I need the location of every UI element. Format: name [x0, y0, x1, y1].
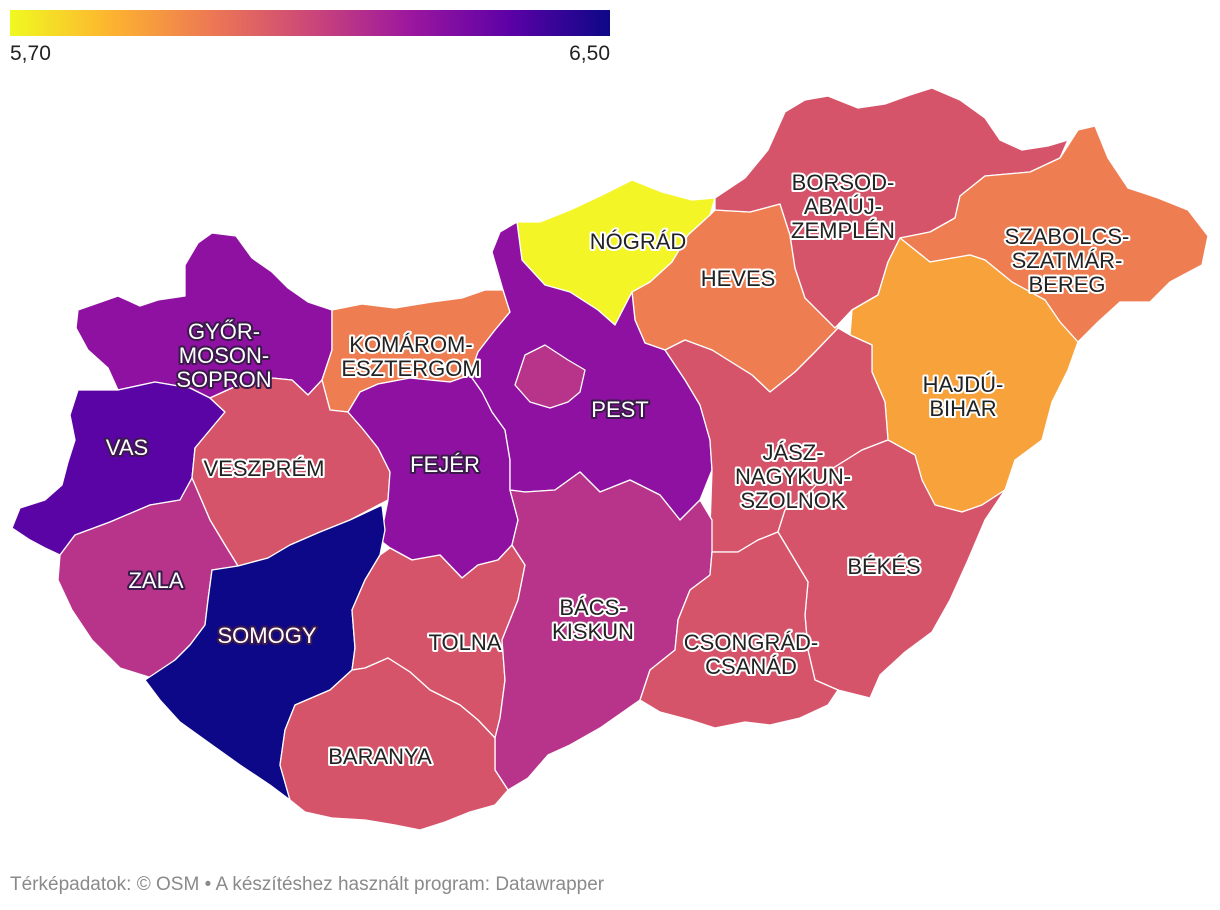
county-label-tolna: TOLNA	[429, 630, 502, 655]
county-label-borsod-abauj-zemplen: BORSOD-ABAÚJ-ZEMPLÉN	[791, 170, 895, 243]
county-label-line: NÓGRÁD	[590, 229, 687, 254]
county-label-gyor-moson-sopron: GYŐR-MOSON-SOPRON	[176, 319, 271, 392]
county-label-bekes: BÉKÉS	[847, 554, 920, 579]
county-label-line: SZABOLCS-	[1005, 224, 1130, 249]
county-label-line: CSANÁD	[705, 654, 797, 679]
county-label-line: KOMÁROM-	[349, 332, 472, 357]
county-label-baranya: BARANYA	[328, 744, 432, 769]
county-label-pest: PEST	[591, 397, 648, 422]
county-label-line: HAJDÚ-	[923, 372, 1004, 397]
county-label-komarom-esztergom: KOMÁROM-ESZTERGOM	[341, 332, 480, 381]
county-label-line: SZOLNOK	[740, 488, 845, 513]
attribution-footer: Térképadatok: © OSM • A készítéshez hasz…	[10, 874, 605, 895]
county-label-somogy: SOMOGY	[217, 623, 316, 648]
county-label-line: SOPRON	[176, 367, 271, 392]
county-label-line: ZALA	[128, 568, 183, 593]
county-budapest[interactable]	[514, 344, 586, 409]
county-label-line: HEVES	[701, 266, 776, 291]
county-label-line: VESZPRÉM	[203, 456, 324, 481]
county-label-line: NAGYKUN-	[735, 464, 851, 489]
county-label-line: PEST	[591, 397, 648, 422]
county-label-line: FEJÉR	[410, 452, 480, 477]
county-label-heves: HEVES	[701, 266, 776, 291]
county-veszprem[interactable]	[191, 377, 391, 567]
county-label-szabolcs-szatmar-bereg: SZABOLCS-SZATMÁR-BEREG	[1005, 224, 1130, 297]
county-label-line: BORSOD-	[792, 170, 895, 195]
county-label-line: ZEMPLÉN	[791, 218, 895, 243]
county-label-line: BÉKÉS	[847, 554, 920, 579]
legend-min-label: 5,70	[10, 42, 51, 65]
county-label-line: ESZTERGOM	[341, 356, 480, 381]
county-label-line: JÁSZ-	[762, 440, 823, 465]
county-label-line: CSONGRÁD-	[684, 630, 818, 655]
county-label-hajdu-bihar: HAJDÚ-BIHAR	[923, 372, 1004, 421]
county-label-veszprem: VESZPRÉM	[203, 456, 324, 481]
county-label-line: BÁCS-	[559, 595, 626, 620]
county-label-nograd: NÓGRÁD	[590, 229, 687, 254]
county-label-line: BEREG	[1028, 272, 1105, 297]
county-label-zala: ZALA	[128, 568, 183, 593]
county-label-bacs-kiskun: BÁCS-KISKUN	[552, 595, 634, 644]
county-label-line: MOSON-	[179, 343, 269, 368]
county-label-line: SOMOGY	[217, 623, 316, 648]
county-label-line: BARANYA	[328, 744, 432, 769]
county-label-line: BIHAR	[929, 396, 996, 421]
county-label-vas: VAS	[106, 435, 148, 460]
county-label-line: TOLNA	[429, 630, 502, 655]
color-legend: 5,70 6,50	[10, 10, 610, 65]
county-label-line: SZATMÁR-	[1012, 248, 1123, 273]
county-label-csongrad-csanad: CSONGRÁD-CSANÁD	[684, 630, 818, 679]
county-label-line: ABAÚJ-	[804, 194, 882, 219]
legend-max-label: 6,50	[569, 42, 610, 65]
county-csongrad-csanad[interactable]	[639, 531, 839, 729]
legend-gradient-bar	[10, 10, 610, 36]
county-baranya[interactable]	[279, 657, 509, 831]
county-label-line: KISKUN	[552, 619, 634, 644]
county-label-fejer: FEJÉR	[410, 452, 480, 477]
hungary-county-map: GYŐR-MOSON-SOPRON KOMÁROM-ESZTERGOM NÓGR…	[11, 87, 1209, 831]
county-label-line: VAS	[106, 435, 148, 460]
county-label-line: GYŐR-	[188, 319, 260, 344]
county-label-jasz-nagykun-szolnok: JÁSZ-NAGYKUN-SZOLNOK	[735, 440, 851, 513]
